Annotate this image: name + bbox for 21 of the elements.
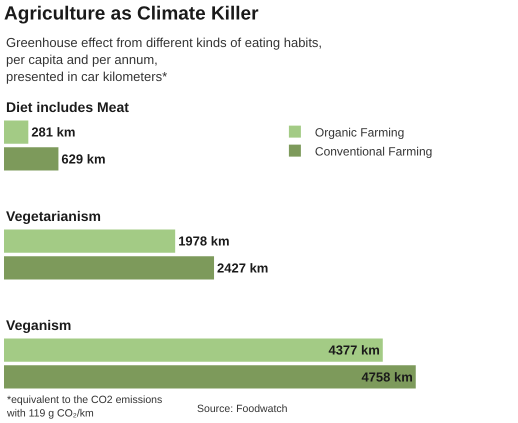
data-label: 4758 km xyxy=(361,369,413,384)
text: *equivalent to the CO2 emissions with 119 g CO₂/km xyxy=(6,394,162,420)
chart-title: Agriculture as Climate Killer xyxy=(4,4,260,25)
bar xyxy=(4,365,416,388)
data-label: 281 km xyxy=(31,124,76,140)
chart-subtitle: Greenhouse effect from different kinds of eating habits, per capita and per annum, presented in car kilometers* xyxy=(6,35,322,84)
bar xyxy=(4,230,176,253)
legend-label: Conventional Farming xyxy=(314,144,432,158)
data-label: 2427 km xyxy=(217,260,268,276)
y-tick-label: Vegetarianism xyxy=(6,208,101,224)
bar xyxy=(4,120,28,144)
bar xyxy=(4,256,214,280)
legend-label: Organic Farming xyxy=(314,125,404,140)
y-tick-label: Veganism xyxy=(6,317,72,333)
data-label: 1978 km xyxy=(178,234,230,249)
data-label: 4377 km xyxy=(328,342,380,358)
bar xyxy=(4,338,383,362)
bar xyxy=(4,147,58,170)
source-note: Source: Foodwatch xyxy=(197,403,288,415)
y-tick-label: Diet includes Meat xyxy=(6,99,130,115)
data-label: 629 km xyxy=(61,151,106,166)
